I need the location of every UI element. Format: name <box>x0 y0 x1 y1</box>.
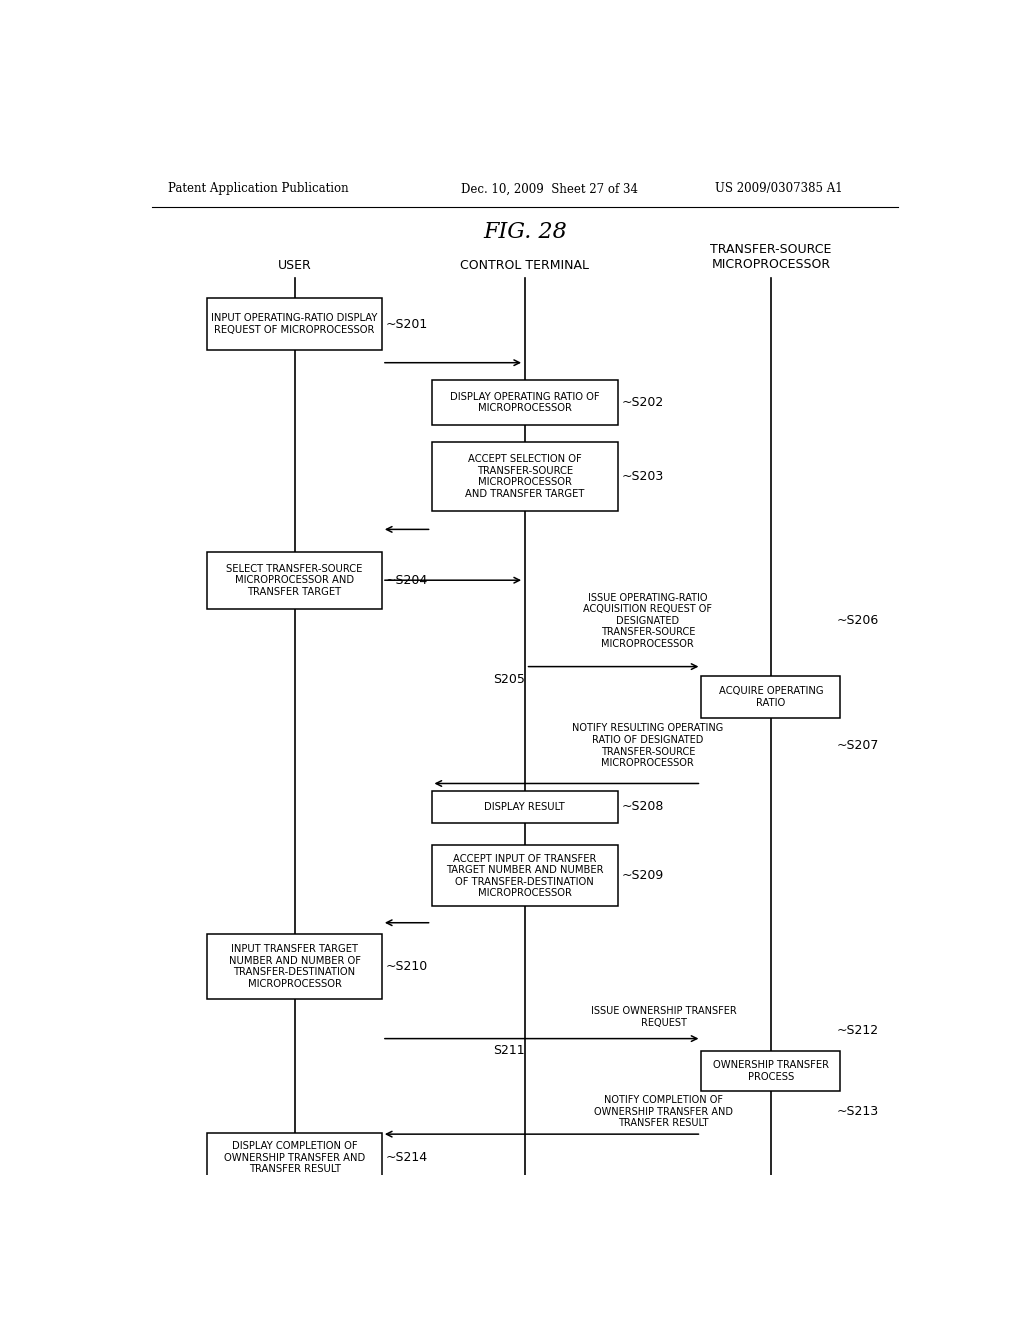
Text: ~S206: ~S206 <box>837 614 879 627</box>
Text: FIG. 28: FIG. 28 <box>483 220 566 243</box>
Text: ACCEPT INPUT OF TRANSFER
TARGET NUMBER AND NUMBER
OF TRANSFER-DESTINATION
MICROP: ACCEPT INPUT OF TRANSFER TARGET NUMBER A… <box>446 854 603 899</box>
Text: US 2009/0307385 A1: US 2009/0307385 A1 <box>715 182 843 195</box>
Text: ~S212: ~S212 <box>837 1024 879 1038</box>
Bar <box>431 380 618 425</box>
Text: ~S210: ~S210 <box>386 960 428 973</box>
Bar <box>207 935 382 999</box>
Text: ~S213: ~S213 <box>837 1105 879 1118</box>
Bar <box>207 1133 382 1181</box>
Text: CONTROL TERMINAL: CONTROL TERMINAL <box>461 259 589 272</box>
Text: ISSUE OWNERSHIP TRANSFER
REQUEST: ISSUE OWNERSHIP TRANSFER REQUEST <box>591 1006 736 1028</box>
Bar <box>207 552 382 609</box>
Text: ACCEPT SELECTION OF
TRANSFER-SOURCE
MICROPROCESSOR
AND TRANSFER TARGET: ACCEPT SELECTION OF TRANSFER-SOURCE MICR… <box>465 454 585 499</box>
Text: ~S207: ~S207 <box>837 739 879 752</box>
Text: TRANSFER-SOURCE
MICROPROCESSOR: TRANSFER-SOURCE MICROPROCESSOR <box>710 243 831 271</box>
Text: SELECT TRANSFER-SOURCE
MICROPROCESSOR AND
TRANSFER TARGET: SELECT TRANSFER-SOURCE MICROPROCESSOR AN… <box>226 564 362 597</box>
Bar <box>431 846 618 907</box>
Text: ISSUE OPERATING-RATIO
ACQUISITION REQUEST OF
DESIGNATED
TRANSFER-SOURCE
MICROPRO: ISSUE OPERATING-RATIO ACQUISITION REQUES… <box>584 593 713 649</box>
Text: ~S201: ~S201 <box>386 318 428 330</box>
Text: ACQUIRE OPERATING
RATIO: ACQUIRE OPERATING RATIO <box>719 686 823 708</box>
Text: ~S202: ~S202 <box>622 396 665 409</box>
Bar <box>207 297 382 351</box>
Text: Patent Application Publication: Patent Application Publication <box>168 182 348 195</box>
Text: INPUT OPERATING-RATIO DISPLAY
REQUEST OF MICROPROCESSOR: INPUT OPERATING-RATIO DISPLAY REQUEST OF… <box>212 313 378 335</box>
Bar <box>431 791 618 824</box>
Text: OWNERSHIP TRANSFER
PROCESS: OWNERSHIP TRANSFER PROCESS <box>713 1060 828 1082</box>
Text: ~S208: ~S208 <box>622 800 665 813</box>
Text: ~S204: ~S204 <box>386 574 428 586</box>
Text: DISPLAY RESULT: DISPLAY RESULT <box>484 801 565 812</box>
Text: INPUT TRANSFER TARGET
NUMBER AND NUMBER OF
TRANSFER-DESTINATION
MICROPROCESSOR: INPUT TRANSFER TARGET NUMBER AND NUMBER … <box>228 944 360 989</box>
Text: S205: S205 <box>494 673 525 686</box>
Text: DISPLAY OPERATING RATIO OF
MICROPROCESSOR: DISPLAY OPERATING RATIO OF MICROPROCESSO… <box>450 392 600 413</box>
Bar <box>701 676 841 718</box>
Text: ~S209: ~S209 <box>622 870 665 883</box>
Text: ~S203: ~S203 <box>622 470 665 483</box>
Text: ~S214: ~S214 <box>386 1151 428 1164</box>
Text: Dec. 10, 2009  Sheet 27 of 34: Dec. 10, 2009 Sheet 27 of 34 <box>461 182 638 195</box>
Text: DISPLAY COMPLETION OF
OWNERSHIP TRANSFER AND
TRANSFER RESULT: DISPLAY COMPLETION OF OWNERSHIP TRANSFER… <box>224 1140 366 1173</box>
Text: NOTIFY COMPLETION OF
OWNERSHIP TRANSFER AND
TRANSFER RESULT: NOTIFY COMPLETION OF OWNERSHIP TRANSFER … <box>594 1096 733 1129</box>
Text: NOTIFY RESULTING OPERATING
RATIO OF DESIGNATED
TRANSFER-SOURCE
MICROPROCESSOR: NOTIFY RESULTING OPERATING RATIO OF DESI… <box>572 723 723 768</box>
Bar <box>701 1051 841 1092</box>
Bar <box>431 442 618 511</box>
Text: S211: S211 <box>494 1044 524 1057</box>
Text: USER: USER <box>278 259 311 272</box>
